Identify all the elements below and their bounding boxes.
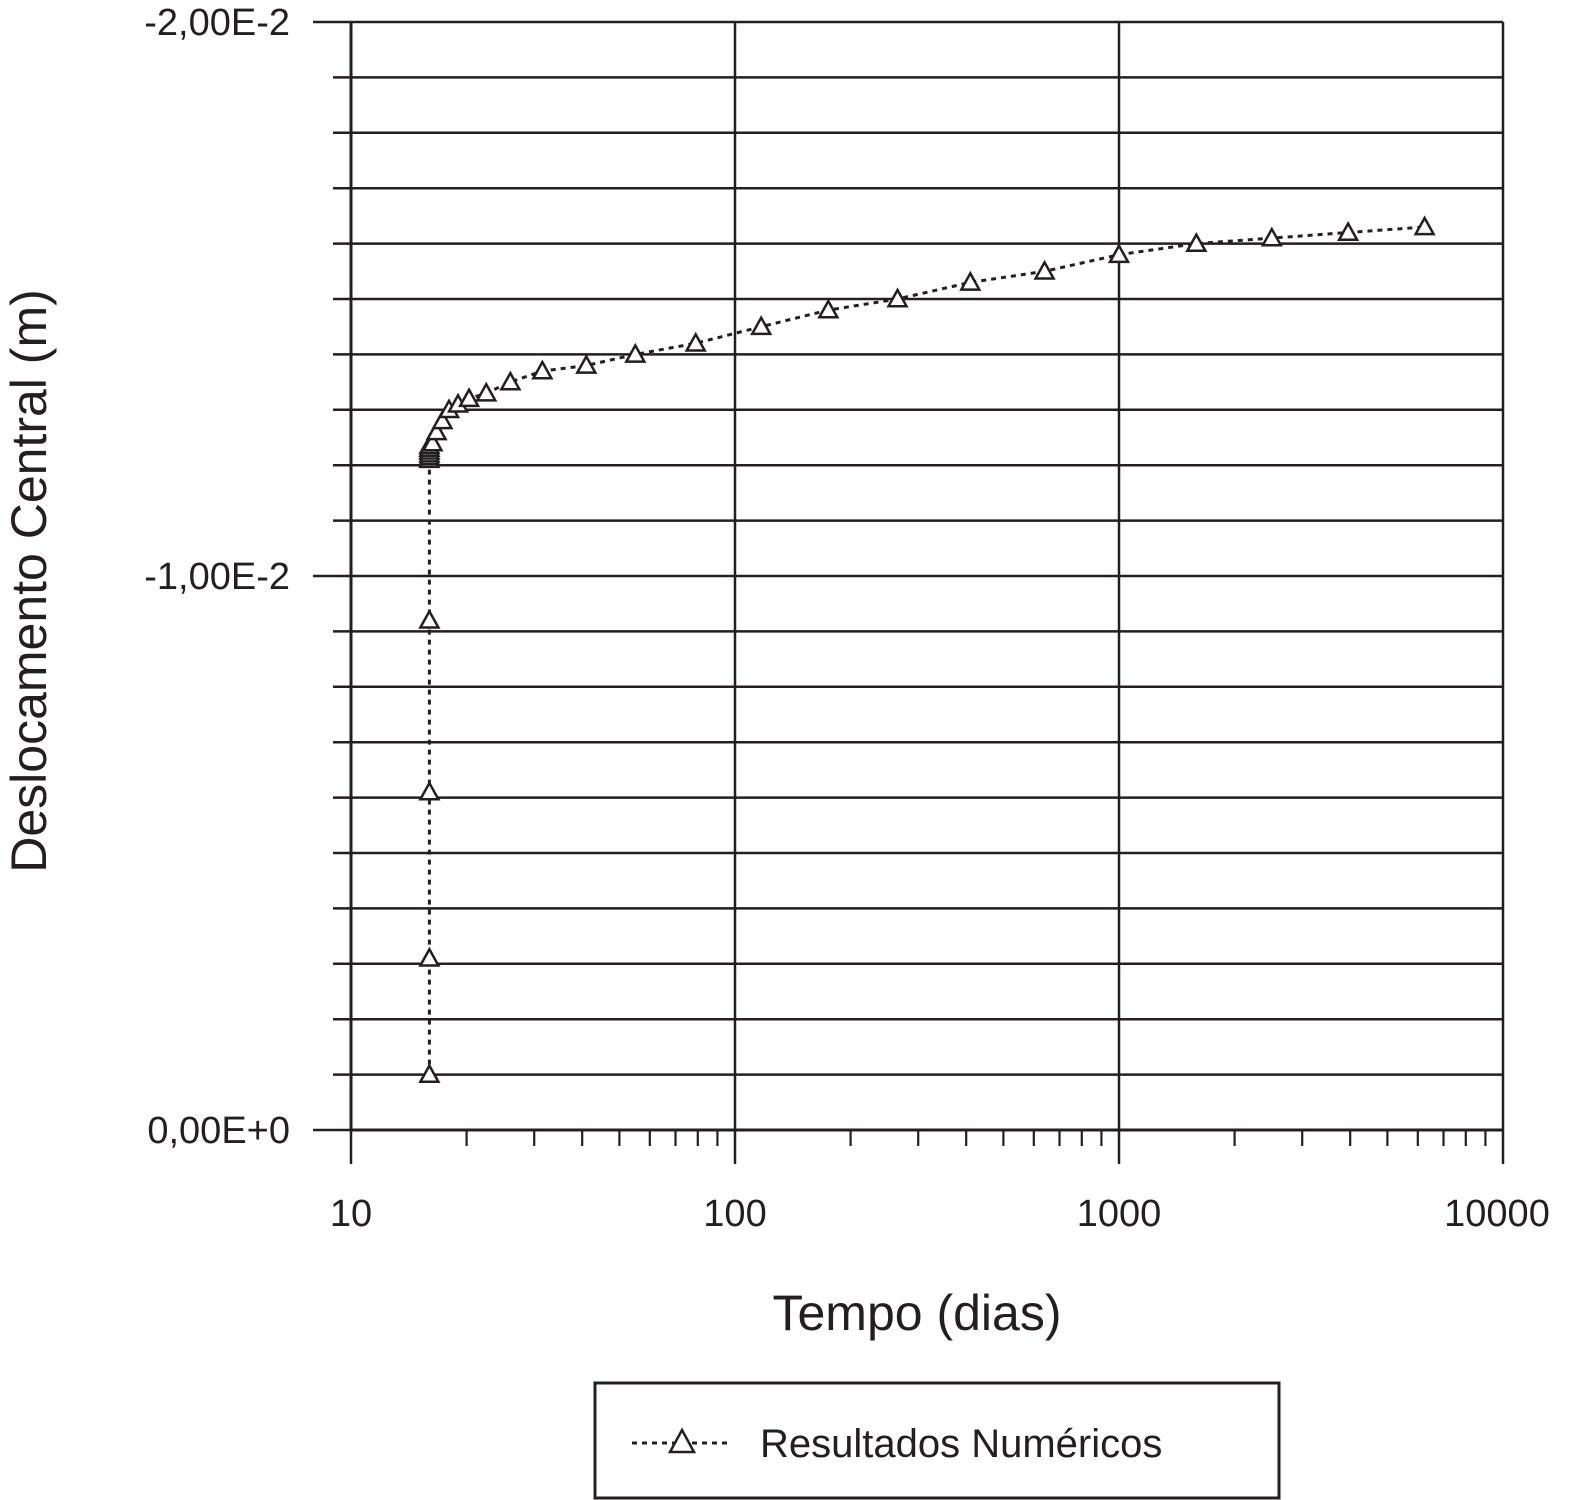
data-point	[457, 387, 481, 408]
y-tick-label: 0,00E+0	[147, 1110, 290, 1152]
data-point	[475, 381, 498, 402]
data-series	[418, 215, 1436, 1084]
legend-label: Resultados Numéricos	[760, 1422, 1162, 1466]
data-point	[1107, 243, 1131, 264]
data-point	[624, 342, 647, 363]
data-point	[684, 331, 707, 352]
x-tick-label: 1000	[1077, 1193, 1162, 1235]
gridlines	[313, 20, 1505, 1164]
legend-box	[593, 1381, 1281, 1500]
data-point	[817, 298, 840, 319]
data-point	[1336, 220, 1360, 241]
x-axis-title: Tempo (dias)	[773, 1285, 1062, 1341]
y-tick-label: -1,00E-2	[144, 556, 290, 598]
axes	[349, 22, 1503, 1146]
x-tick-label: 100	[703, 1193, 766, 1235]
y-axis-title: Deslocamento Central (m)	[1, 289, 57, 873]
data-point	[575, 353, 598, 374]
data-point	[959, 270, 982, 291]
x-tick-label: 10	[330, 1193, 372, 1235]
data-point	[1260, 226, 1283, 247]
data-point	[418, 780, 441, 801]
data-point	[1413, 215, 1436, 236]
series-line	[427, 225, 1425, 1075]
data-point	[499, 370, 522, 391]
y-tick-label: -2,00E-2	[144, 2, 290, 44]
data-point	[425, 420, 448, 441]
data-point	[750, 315, 773, 336]
data-point	[1033, 259, 1056, 280]
data-point	[421, 431, 444, 452]
data-point	[418, 1063, 441, 1084]
legend-marker-triangle	[667, 1427, 697, 1454]
data-point	[418, 946, 441, 967]
tick-labels: 0,00E+0 -1,00E-2 -2,00E-2 10 100 1000 10000	[144, 2, 1550, 1235]
data-point	[531, 359, 554, 380]
legend: Resultados Numéricos	[593, 1381, 1281, 1500]
data-point	[1185, 232, 1208, 253]
data-point	[886, 287, 909, 308]
data-point	[418, 608, 441, 629]
data-point	[431, 409, 454, 430]
x-tick-label: 10000	[1444, 1193, 1550, 1235]
